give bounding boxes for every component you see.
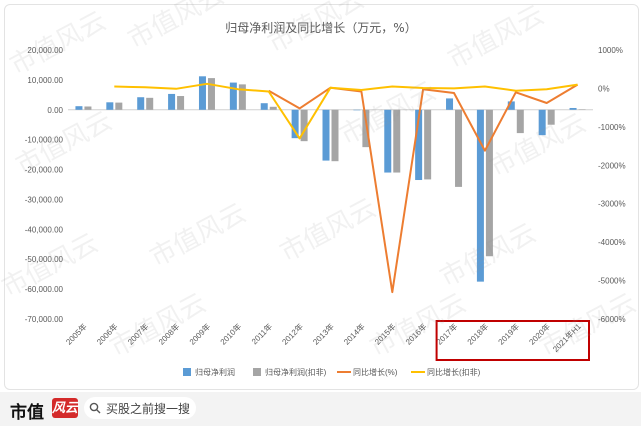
right-axis-tick-label: 0% <box>598 84 610 93</box>
bar-net-profit-deducted <box>393 109 401 173</box>
bar-net-profit-deducted <box>207 78 215 110</box>
bar-net-profit-deducted <box>238 84 246 110</box>
left-axis-tick-label: -70,000.00 <box>25 315 64 324</box>
x-category-label: 2017年 <box>434 321 459 346</box>
bar-net-profit <box>322 109 330 161</box>
bar-net-profit <box>446 98 454 110</box>
x-category-label: 2007年 <box>125 321 150 346</box>
x-category-label: 2011年 <box>249 321 274 346</box>
bar-net-profit <box>106 102 114 110</box>
line-yoy-growth <box>268 83 579 294</box>
x-category-label: 2016年 <box>403 321 428 346</box>
right-axis-tick-label: 1000% <box>598 46 623 55</box>
x-category-label: 2018年 <box>465 321 490 346</box>
bar-net-profit-deducted <box>362 109 370 148</box>
chart-svg: 归母净利润及同比增长（万元，%） 20,000.00 10,000.00 0.00 -1… <box>25 21 626 377</box>
legend-swatch <box>253 368 261 376</box>
right-axis-tick-label: -4000% <box>598 238 626 247</box>
legend-label: 归母净利润 <box>195 367 235 377</box>
x-category-label: 2009年 <box>187 321 212 346</box>
bar-net-profit-deducted <box>269 106 277 110</box>
left-axis-tick-label: -20,000.00 <box>25 166 64 175</box>
line-yoy-growth-deducted <box>114 82 578 140</box>
bar-net-profit-deducted <box>424 109 432 180</box>
x-category-label: 2019年 <box>496 321 521 346</box>
bar-net-profit <box>507 101 515 110</box>
bar-net-profit-deducted <box>455 109 463 187</box>
x-category-label: 2012年 <box>280 321 305 346</box>
x-category-label: 2006年 <box>94 321 119 346</box>
bar-net-profit <box>538 109 546 136</box>
bar-net-profit <box>415 109 423 181</box>
bar-net-profit-deducted <box>177 96 185 110</box>
bar-net-profit <box>198 76 206 110</box>
footer-bar: 市值 风云 买股之前搜一搜 <box>0 392 641 426</box>
left-axis-tick-label: 0.00 <box>47 106 63 115</box>
left-axis-tick-label: -30,000.00 <box>25 195 64 204</box>
left-axis-tick-label: 20,000.00 <box>27 46 63 55</box>
legend-label: 同比增长(扣非) <box>427 367 481 377</box>
left-axis-tick-label: -60,000.00 <box>25 285 64 294</box>
left-axis-tick-label: 10,000.00 <box>27 76 63 85</box>
x-category-label: 2005年 <box>64 321 89 346</box>
x-category-label: 2013年 <box>311 321 336 346</box>
brand-logo[interactable]: 市值 <box>10 403 44 423</box>
bar-net-profit <box>137 97 145 110</box>
bar-net-profit <box>569 107 577 110</box>
search-icon <box>84 397 106 419</box>
bar-net-profit <box>291 109 299 139</box>
brand-stamp: 风云 <box>52 398 78 418</box>
bar-net-profit-deducted <box>516 109 524 134</box>
x-category-label: 2021年H1 <box>550 321 583 354</box>
x-category-label: 2020年 <box>527 321 552 346</box>
left-axis-tick-label: -40,000.00 <box>25 225 64 234</box>
bar-net-profit <box>384 109 392 173</box>
search-placeholder: 买股之前搜一搜 <box>106 401 191 416</box>
bar-net-profit-deducted <box>578 109 586 110</box>
x-category-label: 2014年 <box>341 321 366 346</box>
bar-net-profit <box>75 106 83 110</box>
bar-net-profit-deducted <box>115 102 123 110</box>
x-category-label: 2008年 <box>156 321 181 346</box>
left-axis-tick-label: -50,000.00 <box>25 255 64 264</box>
bar-net-profit-deducted <box>84 106 92 110</box>
bar-net-profit <box>229 82 237 110</box>
search-box[interactable]: 买股之前搜一搜 <box>84 397 196 419</box>
right-axis-tick-label: -3000% <box>598 200 626 209</box>
chart-title: 归母净利润及同比增长（万元，%） <box>225 21 416 35</box>
legend-label: 同比增长(%) <box>353 367 398 377</box>
left-axis-tick-label: -10,000.00 <box>25 136 64 145</box>
right-axis-tick-label: -6000% <box>598 315 626 324</box>
bar-net-profit <box>476 109 484 282</box>
bar-net-profit-deducted <box>300 109 308 142</box>
bar-net-profit-deducted <box>547 109 555 125</box>
bar-net-profit-deducted <box>146 97 154 110</box>
bar-net-profit-deducted <box>331 109 339 162</box>
x-category-label: 2015年 <box>372 321 397 346</box>
right-axis-tick-label: -1000% <box>598 123 626 132</box>
bar-net-profit-deducted <box>485 109 493 257</box>
highlight-box <box>435 320 590 361</box>
x-category-label: 2010年 <box>218 321 243 346</box>
bar-net-profit <box>260 103 268 110</box>
right-axis-tick-label: -5000% <box>598 277 626 286</box>
right-axis-tick-label: -2000% <box>598 161 626 170</box>
legend-label: 归母净利润(扣非) <box>265 367 327 377</box>
bar-net-profit <box>353 109 361 111</box>
chart-card: 归母净利润及同比增长（万元，%） 20,000.00 10,000.00 0.00 -1… <box>0 0 641 390</box>
legend-swatch <box>183 368 191 376</box>
bar-net-profit <box>168 93 176 110</box>
